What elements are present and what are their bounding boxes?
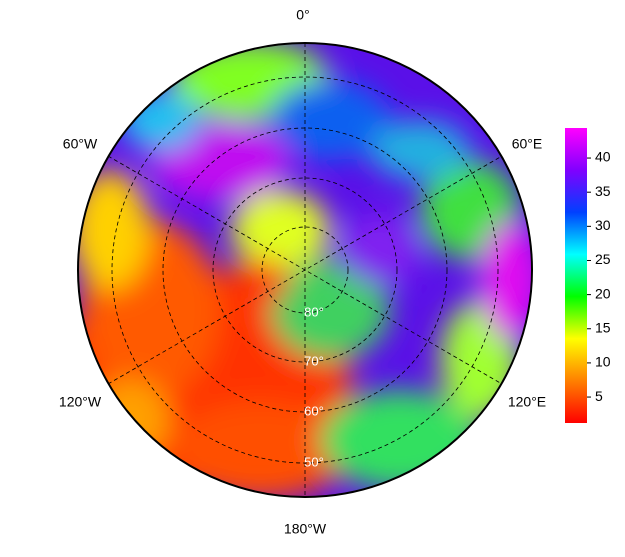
lat-label: 80° — [304, 304, 324, 319]
meridian-label: 60°E — [512, 136, 543, 152]
meridian-label: 120°W — [59, 394, 102, 410]
colorbar-tick-label: 15 — [595, 319, 611, 335]
colorbar — [565, 128, 587, 423]
graticule — [107, 43, 503, 497]
meridian-label: 180°W — [284, 521, 327, 537]
colorbar-tick-label: 30 — [595, 217, 611, 233]
colorbar-tick-label: 40 — [595, 149, 611, 165]
meridian-label: 60°W — [63, 136, 98, 152]
lat-label: 50° — [304, 454, 324, 469]
lat-label: 60° — [304, 403, 324, 418]
meridian-label: 120°E — [508, 394, 546, 410]
colorbar-tick-label: 25 — [595, 251, 611, 267]
field — [78, 43, 532, 497]
colorbar-tick-label: 5 — [595, 388, 603, 404]
colorbar-tick-label: 10 — [595, 354, 611, 370]
meridian-label: 0° — [296, 7, 309, 23]
colorbar-tick-label: 20 — [595, 285, 611, 301]
lat-label: 70° — [304, 353, 324, 368]
colorbar-tick-label: 35 — [595, 183, 611, 199]
